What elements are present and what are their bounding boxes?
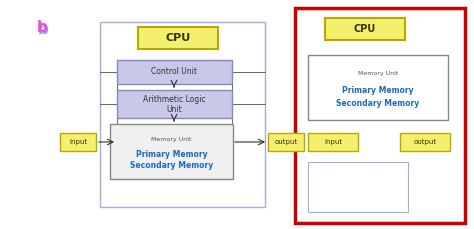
Text: Secondary Memory: Secondary Memory [337, 99, 419, 108]
Bar [400, 133, 450, 151]
Text: Control Unit: Control Unit [152, 68, 198, 76]
Bar [110, 124, 233, 179]
Bar [138, 27, 218, 49]
Bar [60, 133, 96, 151]
Text: Primary Memory: Primary Memory [136, 150, 207, 159]
Bar [100, 22, 265, 207]
Text: b: b [36, 21, 47, 35]
Bar [268, 133, 304, 151]
Bar [117, 60, 232, 84]
Text: Memory Unit: Memory Unit [358, 71, 398, 76]
Text: Unit: Unit [167, 104, 182, 114]
Bar [295, 8, 465, 223]
Bar [308, 55, 448, 120]
Bar [325, 18, 405, 40]
Text: Secondary Memory: Secondary Memory [130, 161, 213, 170]
Text: output: output [413, 139, 437, 145]
Text: Arithmetic Logic: Arithmetic Logic [143, 95, 206, 104]
Text: Primary Memory: Primary Memory [342, 86, 414, 95]
Text: Input: Input [324, 139, 342, 145]
Text: CPU: CPU [354, 24, 376, 34]
Bar [308, 133, 358, 151]
Text: output: output [274, 139, 298, 145]
Text: b: b [37, 22, 48, 36]
Bar [308, 162, 408, 212]
Bar [117, 90, 232, 118]
Text: Memory Unit: Memory Unit [151, 137, 191, 142]
Text: CPU: CPU [165, 33, 191, 43]
Text: Input: Input [69, 139, 87, 145]
